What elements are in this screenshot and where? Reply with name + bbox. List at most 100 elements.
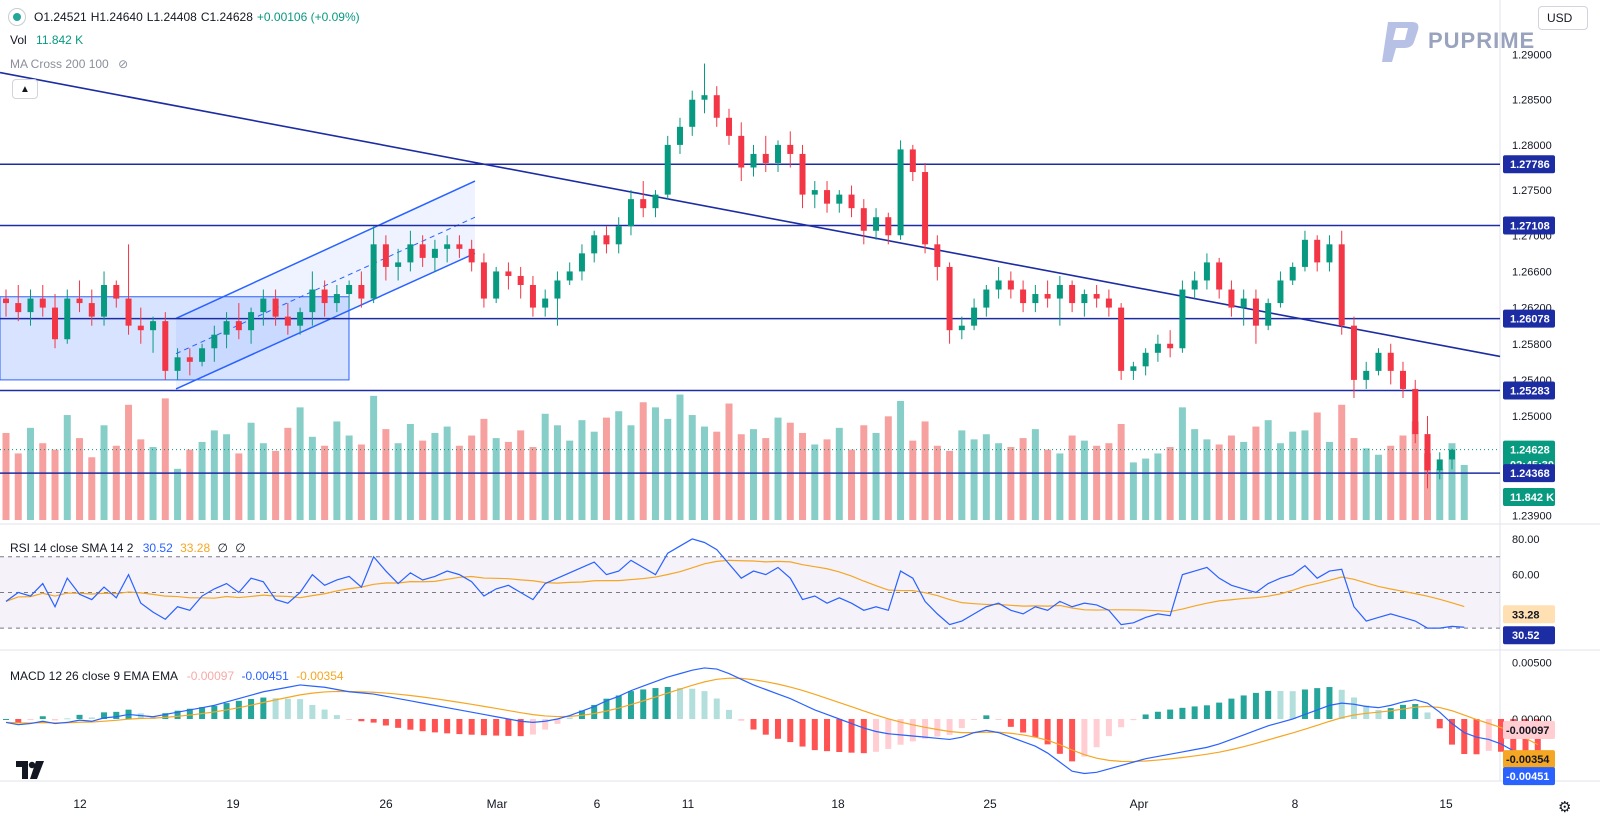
ma-legend[interactable]: MA Cross 200 100 ⊘	[10, 57, 128, 71]
macd-legend-name: MACD 12 26 close 9 EMA EMA	[10, 669, 178, 683]
volume-bar	[382, 429, 390, 520]
macd-hist-bar	[799, 719, 806, 747]
candle-body	[995, 280, 1002, 290]
consolidation-box	[0, 296, 350, 381]
candle-body	[1228, 289, 1235, 308]
collapse-legend-button[interactable]: ▲	[12, 79, 38, 99]
candle-body	[174, 357, 181, 371]
candle-body	[1449, 449, 1455, 460]
symbol-status-icon[interactable]	[8, 8, 26, 26]
macd-hist-bar	[1130, 719, 1137, 721]
rsi-line	[5, 538, 1465, 629]
candle-body	[1093, 294, 1100, 299]
macd-hist-bar	[1498, 719, 1505, 752]
volume-bar	[480, 418, 488, 520]
price-tag: 1.25283	[1510, 385, 1550, 397]
macd-hist-bar	[1399, 704, 1406, 719]
macd-hist-bar	[444, 719, 451, 734]
time-tick-label: 12	[73, 797, 87, 811]
volume-bar	[1313, 412, 1321, 520]
macd-hist-bar	[873, 719, 880, 752]
volume-bar	[296, 407, 304, 520]
volume-bar	[235, 453, 243, 520]
candle-body	[1252, 298, 1259, 326]
volume-bar	[517, 430, 525, 520]
candle-body	[1387, 352, 1394, 371]
chevron-up-icon: ▲	[20, 83, 30, 95]
macd-hist-bar	[321, 709, 328, 719]
candle-body	[382, 244, 389, 267]
volume-tag-bg	[1503, 488, 1555, 506]
candle-body	[395, 262, 402, 267]
volume-bar	[321, 445, 329, 520]
macd-hist-bar	[39, 716, 46, 719]
rsi-value-tag-bg	[1503, 626, 1555, 645]
macd-hist-bar	[480, 719, 487, 736]
macd-hist-bar	[370, 719, 377, 723]
volume-bar	[811, 444, 819, 520]
time-tick-label: 26	[379, 797, 393, 811]
candle-body	[505, 271, 512, 276]
volume-bar	[1044, 449, 1052, 520]
candle-body	[211, 334, 218, 349]
macd-hist-bar	[101, 712, 108, 719]
volume-bar	[823, 439, 831, 520]
macd-hist-bar	[1105, 719, 1112, 737]
tradingview-logo-icon[interactable]	[16, 761, 46, 779]
rsi-sma-tag: 33.28	[1512, 609, 1540, 621]
volume-bar	[737, 434, 745, 520]
macd-hist-bar	[382, 719, 389, 726]
macd-hist-bar	[1093, 719, 1100, 748]
volume-bar	[786, 422, 794, 520]
candle-body	[358, 285, 365, 299]
time-tick-label: Apr	[1130, 797, 1149, 811]
candle-body	[260, 298, 267, 313]
volume-bar	[1142, 458, 1150, 520]
macd-hist-bar	[1436, 719, 1443, 729]
rsi-legend[interactable]: RSI 14 close SMA 14 2 30.52 33.28 ∅ ∅	[10, 541, 246, 555]
price-tag-bg	[1503, 381, 1555, 400]
candle-body	[248, 312, 255, 331]
volume-bar	[615, 411, 623, 520]
macd-hist-bar	[346, 719, 353, 720]
macd-hist-tag-bg	[1503, 721, 1555, 740]
volume-bar	[1166, 447, 1174, 520]
volume-bar	[1203, 439, 1211, 520]
candle-body	[1167, 343, 1174, 349]
candle-body	[1081, 294, 1088, 304]
downtrend-line	[0, 71, 1501, 358]
macd-hist-bar	[1154, 711, 1161, 719]
volume-bar	[529, 447, 537, 520]
gear-icon[interactable]: ⚙	[1558, 799, 1572, 816]
macd-line	[5, 667, 1539, 775]
macd-hist-bar	[1007, 719, 1014, 727]
macd-hist-bar	[468, 719, 475, 735]
macd-hist-bar	[186, 708, 193, 719]
macd-hist-bar	[1412, 704, 1419, 719]
candle-body	[199, 348, 206, 362]
candle-body	[934, 244, 941, 267]
rsi-sma-tag-bg	[1503, 605, 1555, 624]
eye-hidden-icon[interactable]: ⊘	[118, 57, 129, 71]
candle-body	[480, 262, 487, 299]
currency-selector[interactable]: USD	[1538, 6, 1588, 30]
vol-legend-name: Vol	[10, 33, 27, 47]
macd-legend[interactable]: MACD 12 26 close 9 EMA EMA -0.00097 -0.0…	[10, 669, 344, 683]
candle-body	[137, 325, 144, 331]
candle-body	[125, 298, 132, 326]
candle-body	[1203, 262, 1210, 281]
volume-bar	[1325, 441, 1333, 520]
vol-legend[interactable]: Vol 11.842 K	[10, 33, 83, 47]
time-tick-label: 8	[1292, 797, 1299, 811]
macd-hist-bar	[358, 719, 365, 722]
candle-body	[162, 321, 169, 371]
candle-body	[1130, 366, 1137, 371]
volume-bar	[1056, 453, 1064, 520]
volume-bar	[406, 424, 414, 520]
volume-bar	[63, 415, 71, 520]
volume-bar	[909, 440, 917, 520]
volume-bar	[370, 395, 378, 520]
volume-bar	[149, 447, 157, 520]
macd-hist-bar	[640, 689, 647, 719]
